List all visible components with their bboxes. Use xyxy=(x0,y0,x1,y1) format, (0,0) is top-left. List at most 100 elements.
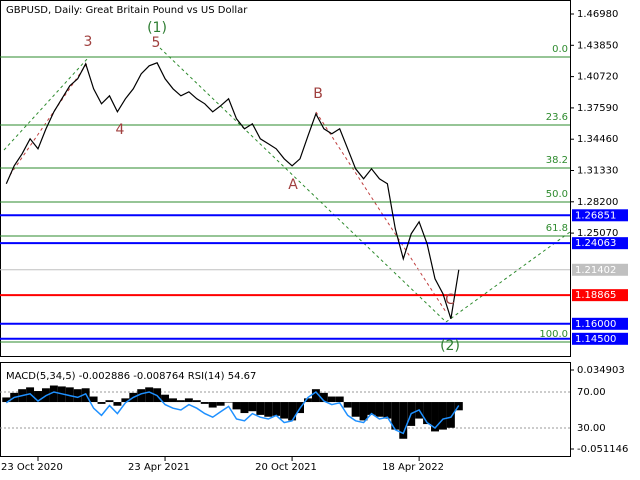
macd-bar xyxy=(65,387,74,403)
wave-line xyxy=(445,231,571,323)
macd-bar xyxy=(351,402,360,417)
rsi-line xyxy=(5,391,460,435)
y-tick-label: 1.34460 xyxy=(577,134,618,145)
fib-label: 50.0 xyxy=(546,189,568,200)
macd-bar xyxy=(272,402,281,416)
macd-bar xyxy=(438,402,447,430)
price-level-label: 1.16000 xyxy=(575,319,616,330)
price-level-box xyxy=(572,289,628,302)
macd-bar xyxy=(145,387,154,403)
y-tick-label: 1.28200 xyxy=(577,197,618,208)
price-level-box xyxy=(572,209,628,222)
wave-label: 3 xyxy=(84,34,93,50)
price-level-box xyxy=(572,317,628,330)
wave-line xyxy=(159,47,447,323)
wave-label: 5 xyxy=(152,35,161,51)
macd-bar xyxy=(383,402,392,419)
price-level-box xyxy=(572,263,628,276)
macd-bar xyxy=(343,402,352,408)
y-tick-label: 1.46980 xyxy=(577,9,618,20)
y-tick-label: -0.051146 xyxy=(577,444,628,455)
x-tick-label: 20 Oct 2021 xyxy=(255,462,317,473)
y-tick-label: 0.034903 xyxy=(577,365,625,376)
macd-bar xyxy=(280,402,289,419)
fib-label: 61.8 xyxy=(546,223,568,234)
fib-label: 0.0 xyxy=(552,44,568,55)
macd-bar xyxy=(169,398,177,403)
macd-bar xyxy=(73,389,82,403)
macd-bar xyxy=(256,402,265,415)
macd-bar xyxy=(34,391,42,403)
macd-bar xyxy=(304,398,312,403)
macd-bar xyxy=(423,402,432,425)
macd-bar xyxy=(176,400,185,403)
wave-label: C xyxy=(445,292,455,308)
macd-bar xyxy=(446,402,455,428)
price-level-label: 1.18865 xyxy=(575,290,616,301)
macd-bar xyxy=(232,402,241,410)
macd-bar xyxy=(113,402,122,406)
fib-label: 38.2 xyxy=(546,155,568,166)
macd-bar xyxy=(216,402,225,406)
macd-bar xyxy=(121,398,130,403)
chart-title: GBPUSD, Daily: Great Britain Pound vs US… xyxy=(6,5,248,16)
wave-label: (1) xyxy=(147,20,167,36)
macd-bar xyxy=(359,402,368,421)
y2-tick-label: 30.00 xyxy=(577,423,606,434)
macd-bar xyxy=(319,392,328,403)
y-tick-label: 1.43850 xyxy=(577,40,618,51)
macd-bar xyxy=(431,402,439,432)
price-level-label: 1.26851 xyxy=(575,210,616,221)
macd-bar xyxy=(375,402,384,417)
macd-bar xyxy=(184,398,193,403)
macd-bar xyxy=(224,402,233,403)
macd-bar xyxy=(367,402,376,415)
macd-bar xyxy=(264,402,273,417)
macd-bar xyxy=(97,402,106,404)
wave-line xyxy=(3,57,89,151)
macd-bar xyxy=(311,389,320,403)
price-level-label: 1.14500 xyxy=(575,334,616,345)
y-tick-label: 1.31330 xyxy=(577,166,618,177)
y-tick-label: 1.25070 xyxy=(577,228,618,239)
macd-bar xyxy=(89,396,98,403)
macd-bar xyxy=(399,402,408,439)
wave-label: (2) xyxy=(440,338,460,354)
macd-bar xyxy=(327,396,336,403)
x-tick-label: 18 Apr 2022 xyxy=(382,462,444,473)
macd-bar xyxy=(208,402,217,408)
price-line xyxy=(5,62,460,319)
wave-line xyxy=(315,111,447,313)
main-pane xyxy=(0,0,571,357)
price-level-label: 1.21402 xyxy=(575,265,616,276)
macd-bar xyxy=(192,400,201,403)
fib-label: 100.0 xyxy=(539,329,568,340)
price-level-box xyxy=(572,332,628,345)
x-tick-label: 23 Oct 2020 xyxy=(1,462,63,473)
macd-bar xyxy=(200,402,209,404)
macd-bar xyxy=(137,389,146,403)
macd-bar xyxy=(161,394,170,403)
macd-bar xyxy=(248,402,257,412)
x-tick-label: 23 Apr 2021 xyxy=(128,462,190,473)
macd-bar xyxy=(391,402,400,430)
price-level-box xyxy=(572,237,628,250)
macd-bar xyxy=(240,402,249,414)
macd-bar xyxy=(105,400,114,403)
macd-bar xyxy=(2,397,11,403)
price-level-label: 1.24063 xyxy=(575,238,616,249)
macd-bar xyxy=(49,385,58,403)
y-tick-label: 1.37590 xyxy=(577,103,618,114)
macd-bar xyxy=(288,402,297,421)
wave-label: 4 xyxy=(116,122,125,138)
indicator-title: MACD(5,34,5) -0.002886 -0.008764 RSI(14)… xyxy=(6,371,256,382)
wave-label: B xyxy=(313,86,323,102)
macd-bar xyxy=(335,396,344,403)
y2-tick-label: 70.00 xyxy=(577,387,606,398)
indicator-pane xyxy=(0,362,571,457)
wave-label: A xyxy=(288,177,298,193)
fib-label: 23.6 xyxy=(546,112,568,123)
y-tick-label: 1.40720 xyxy=(577,72,618,83)
